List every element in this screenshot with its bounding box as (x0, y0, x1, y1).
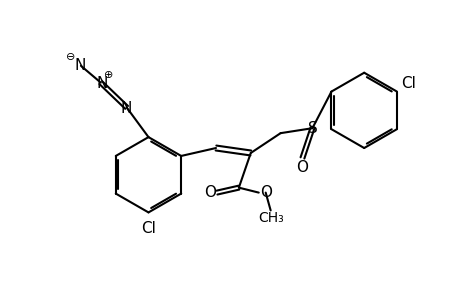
Text: ⊕: ⊕ (104, 70, 113, 80)
Text: S: S (307, 121, 317, 136)
Text: Cl: Cl (141, 221, 156, 236)
Text: N: N (74, 58, 85, 73)
Text: O: O (259, 185, 271, 200)
Text: O: O (296, 160, 308, 175)
Text: Cl: Cl (401, 76, 415, 91)
Text: ⊖: ⊖ (66, 52, 75, 62)
Text: O: O (204, 185, 216, 200)
Text: N: N (96, 76, 107, 91)
Text: N: N (121, 101, 132, 116)
Text: CH₃: CH₃ (257, 212, 283, 225)
